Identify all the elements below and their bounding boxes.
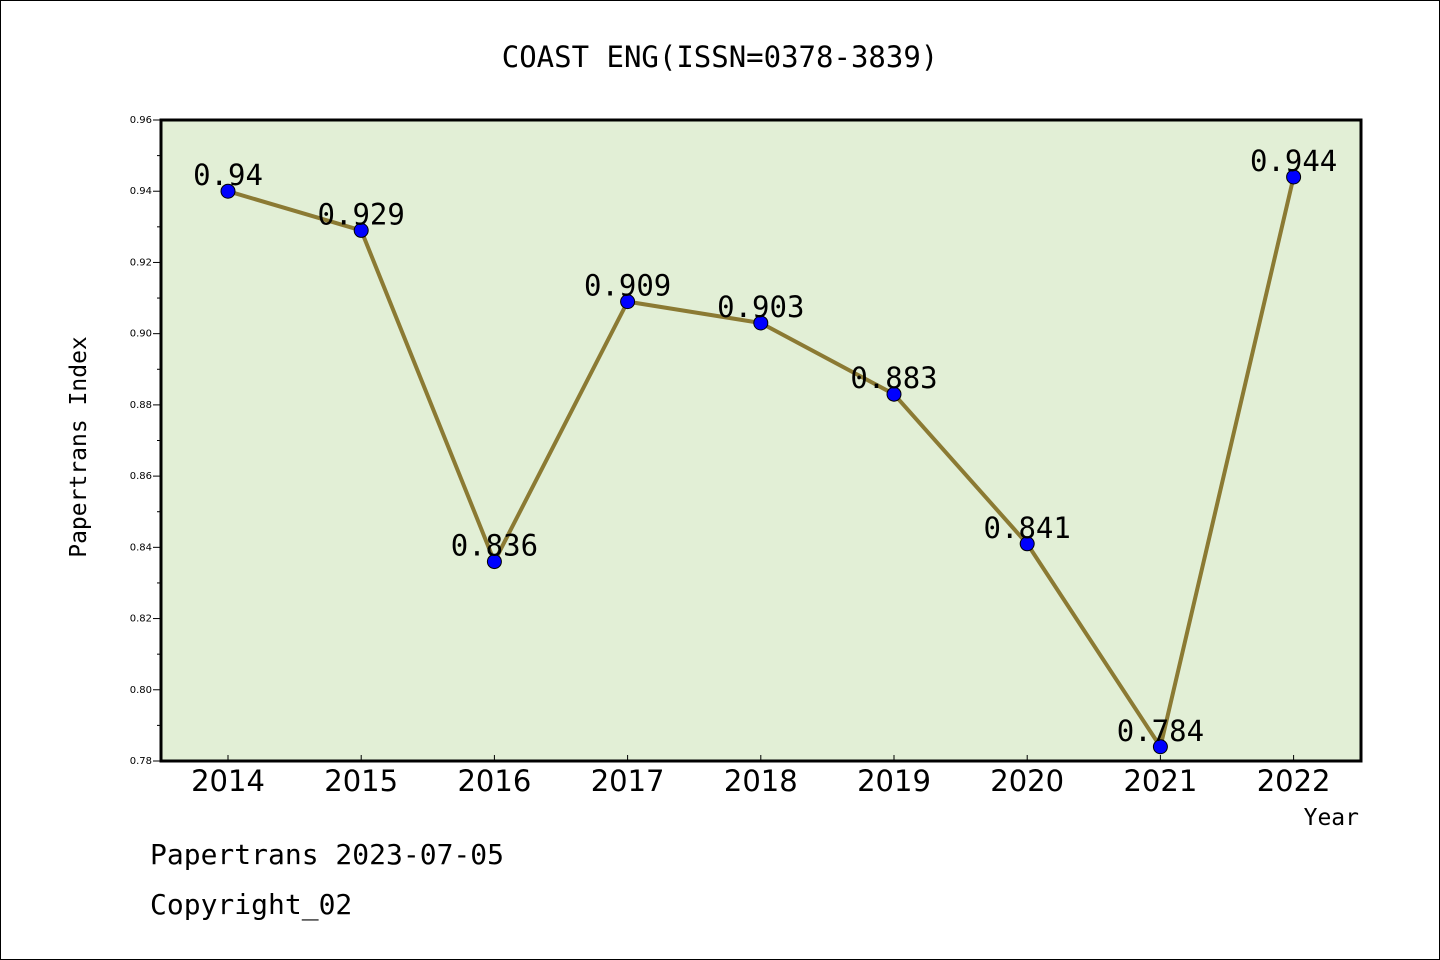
data-point [1019,536,1035,552]
x-tick-label: 2021 [1123,764,1197,798]
data-point [886,386,902,402]
y-tick-label: 0.88 [130,400,152,411]
x-tick-label: 2016 [457,764,531,798]
data-label: 0.903 [717,290,804,324]
x-tick-label: 2020 [990,764,1064,798]
x-tick-label: 2022 [1257,764,1331,798]
footer-date: Papertrans 2023-07-05 [150,838,504,871]
y-tick-label: 0.90 [130,329,152,340]
data-label: 0.909 [584,269,671,303]
data-label: 0.836 [451,529,538,563]
x-axis: 2014 2015 2016 2017 2018 2019 2020 2021 2022 [191,755,1331,798]
data-label: 0.944 [1250,144,1337,178]
data-label: 0.841 [984,511,1071,545]
data-point [1286,169,1302,185]
y-axis: 0.78 0.80 0.82 0.84 0.86 0.88 0.90 0.92 0.94 0.96 [130,115,161,767]
y-tick-label: 0.78 [130,756,152,767]
footer-copyright: Copyright_02 [150,888,352,922]
x-tick-label: 2014 [191,764,265,798]
data-point [1152,739,1168,755]
data-point [220,183,236,199]
chart-title: COAST ENG(ISSN=0378-3839) [502,40,939,74]
y-tick-label: 0.96 [130,115,152,126]
x-tick-label: 2019 [857,764,931,798]
data-label: 0.784 [1117,714,1204,748]
data-point [353,222,369,238]
series-layer: 0.94 0.929 0.836 0.909 0.903 0.883 0.841 0.784 0… [193,144,1337,755]
y-tick-label: 0.92 [130,257,152,268]
data-point [620,294,636,310]
data-point [753,315,769,331]
x-tick-label: 2017 [591,764,665,798]
data-label: 0.883 [850,361,937,395]
x-tick-label: 2015 [324,764,398,798]
data-label: 0.929 [318,197,405,231]
y-tick-label: 0.86 [130,471,152,482]
x-axis-label: Year [1304,805,1359,831]
data-label: 0.94 [193,158,263,192]
data-point [486,554,502,570]
y-tick-label: 0.82 [130,614,152,625]
y-tick-label: 0.84 [130,542,152,553]
y-tick-label: 0.94 [130,186,152,197]
y-tick-label: 0.80 [130,685,152,696]
y-axis-label: Papertrans Index [66,336,92,558]
x-tick-label: 2018 [724,764,798,798]
